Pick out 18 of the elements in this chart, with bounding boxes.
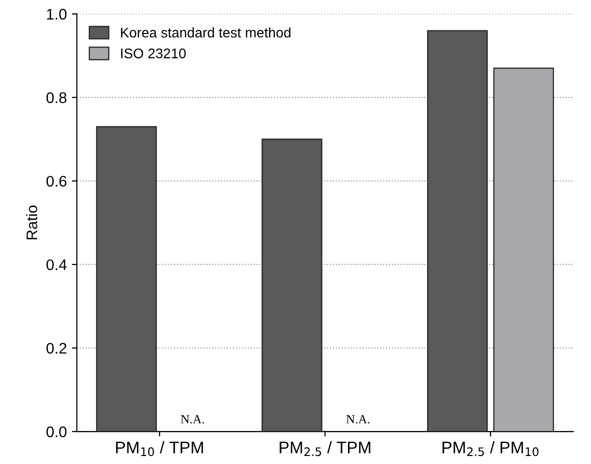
x-tick-label: PM$_{2.5}$ / PM$_{10}$ — [442, 441, 538, 456]
bar — [493, 68, 554, 432]
annotation: N.A. — [346, 415, 370, 424]
legend-label: ISO 23210 — [121, 48, 186, 58]
bar — [427, 30, 488, 432]
y-tick-label: 0.8 — [46, 92, 66, 104]
y-axis-title: Ratio — [26, 206, 38, 240]
annotation: N.A. — [180, 415, 204, 424]
y-tick-label: 0.4 — [46, 259, 67, 270]
x-tick-label: PM$_{10}$ / TPM — [116, 441, 203, 456]
y-tick-label: 0.2 — [46, 342, 66, 354]
y-tick-label: 0.0 — [46, 426, 67, 438]
legend-label: Korea standard test method — [121, 27, 290, 38]
x-tick-label: PM$_{2.5}$ / TPM — [280, 441, 370, 456]
y-tick-label: 0.6 — [46, 176, 66, 187]
bar — [262, 138, 322, 432]
bar — [96, 126, 157, 432]
y-tick-label: 1.0 — [47, 8, 67, 20]
